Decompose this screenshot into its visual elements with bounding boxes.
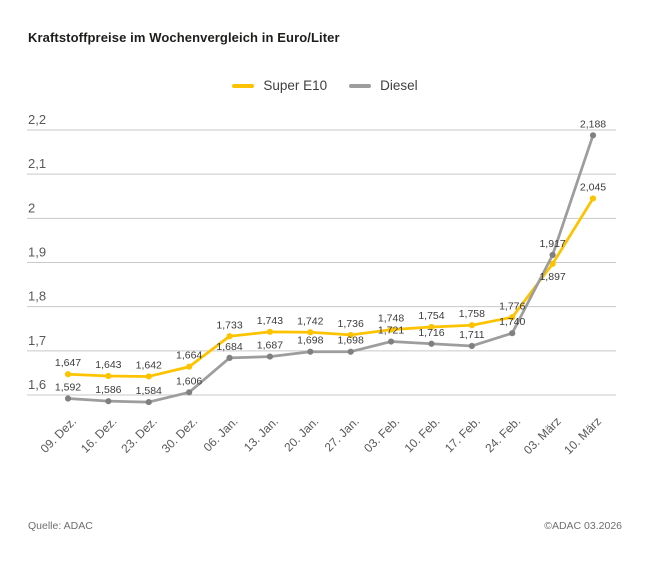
data-point-label: 1,736 [338,318,364,330]
data-point-label: 1,643 [95,359,121,371]
x-axis-tick-label: 20. Jan. [281,414,321,454]
data-point-dot [589,195,597,202]
x-axis-tick-label: 10. Feb. [402,414,443,455]
data-point-label: 1,743 [257,315,283,327]
data-point-label: 1,897 [539,271,565,283]
data-point-dot [428,340,435,347]
x-axis-tick-label: 30. Dez. [159,414,201,456]
x-axis-tick-label: 27. Jan. [322,414,362,454]
data-point-label: 1,917 [539,238,565,250]
x-axis-tick-label: 10. März [561,414,604,457]
x-axis-tick-label: 13. Jan. [241,414,281,454]
data-point-dot [64,395,72,402]
data-point-label: 2,045 [580,181,606,193]
data-point-dot [226,354,233,361]
legend-item-diesel: Diesel [349,78,418,93]
data-point-dot [468,322,475,329]
y-axis-tick-label: 1,7 [28,333,46,348]
x-axis-tick-label: 16. Dez. [78,414,120,456]
series-line-super-e10 [66,197,595,378]
x-axis-tick-label: 03. März [521,414,564,457]
data-point-dot [145,398,152,406]
data-point-label: 1,664 [176,350,202,362]
data-point-dot [509,330,516,337]
data-point-dot [509,314,516,321]
data-point-label: 2,188 [580,118,606,130]
data-point-dot [428,323,435,331]
data-point-label: 1,698 [297,335,323,347]
data-point-dot [549,260,556,267]
data-point-dot [589,132,597,139]
data-point-label: 1,742 [297,315,323,327]
chart-legend: Super E10 Diesel [0,78,650,93]
x-axis-tick-label: 17. Feb. [442,414,483,455]
data-point-dot [307,348,314,355]
source-text: Quelle: ADAC [28,520,93,532]
data-point-dot [186,363,193,370]
data-point-dot [226,333,233,340]
copyright-text: ©ADAC 03.2026 [544,520,622,532]
x-axis-tick-label: 23. Dez. [118,414,160,456]
x-axis-tick-label: 24. Feb. [482,414,523,455]
data-point-label: 1,754 [418,310,444,322]
data-point-label: 1,606 [176,375,202,387]
data-point-dot [145,373,152,380]
data-point-label: 1,721 [378,325,404,337]
data-point-dot [307,329,314,336]
data-point-dot [266,353,274,360]
data-point-label: 1,586 [95,384,121,396]
data-point-label: 1,684 [216,341,242,353]
data-point-label: 1,698 [338,335,364,347]
data-point-dot [64,371,72,378]
data-point-dot [347,331,354,339]
x-axis-tick-label: 09. Dez. [38,414,80,456]
data-point-label: 1,711 [459,329,485,341]
legend-label-super-e10: Super E10 [263,78,328,93]
data-point-dot [468,342,475,350]
y-axis-tick-label: 2,2 [28,112,46,127]
data-point-label: 1,642 [136,359,162,371]
diesel-line-swatch-icon [349,83,372,88]
data-point-label: 1,740 [499,316,525,328]
data-point-dot [549,251,556,259]
x-axis-tick-label: 06. Jan. [201,414,241,454]
data-point-dot [105,372,112,380]
y-axis-tick-label: 1,8 [28,289,46,304]
data-point-dot [347,348,354,355]
legend-item-super-e10: Super E10 [232,78,327,93]
price-chart: 1,6 1,7 1,8 1,9 2 2,1 2,2 09. Dez.16. Dez.23. D… [27,112,616,457]
data-point-label: 1,716 [418,327,444,339]
data-point-dot [186,389,193,396]
data-point-label: 1,584 [136,385,162,397]
y-axis-tick-label: 1,9 [28,245,46,260]
data-point-dot [387,326,395,333]
data-point-label: 1,647 [55,357,81,369]
chart-footer: Quelle: ADAC ©ADAC 03.2026 [0,520,650,532]
data-point-label: 1,687 [257,340,283,352]
chart-title: Kraftstoffpreise im Wochenvergleich in E… [28,30,340,45]
data-point-label: 1,733 [216,319,242,331]
legend-label-diesel: Diesel [380,78,418,93]
y-axis-tick-label: 1,6 [28,377,46,392]
data-point-label: 1,776 [499,300,525,312]
data-point-label: 1,748 [378,313,404,325]
data-point-dot [266,328,274,335]
data-point-dot [105,398,112,405]
data-point-label: 1,758 [459,308,485,320]
y-axis-tick-label: 2 [28,200,35,215]
y-axis-tick-label: 2,1 [28,156,46,171]
data-point-label: 1,592 [55,382,81,394]
super-e10-line-swatch-icon [232,83,255,88]
x-axis-tick-label: 03. Feb. [361,414,402,455]
data-point-dot [387,338,395,345]
series-line-diesel [66,133,595,404]
